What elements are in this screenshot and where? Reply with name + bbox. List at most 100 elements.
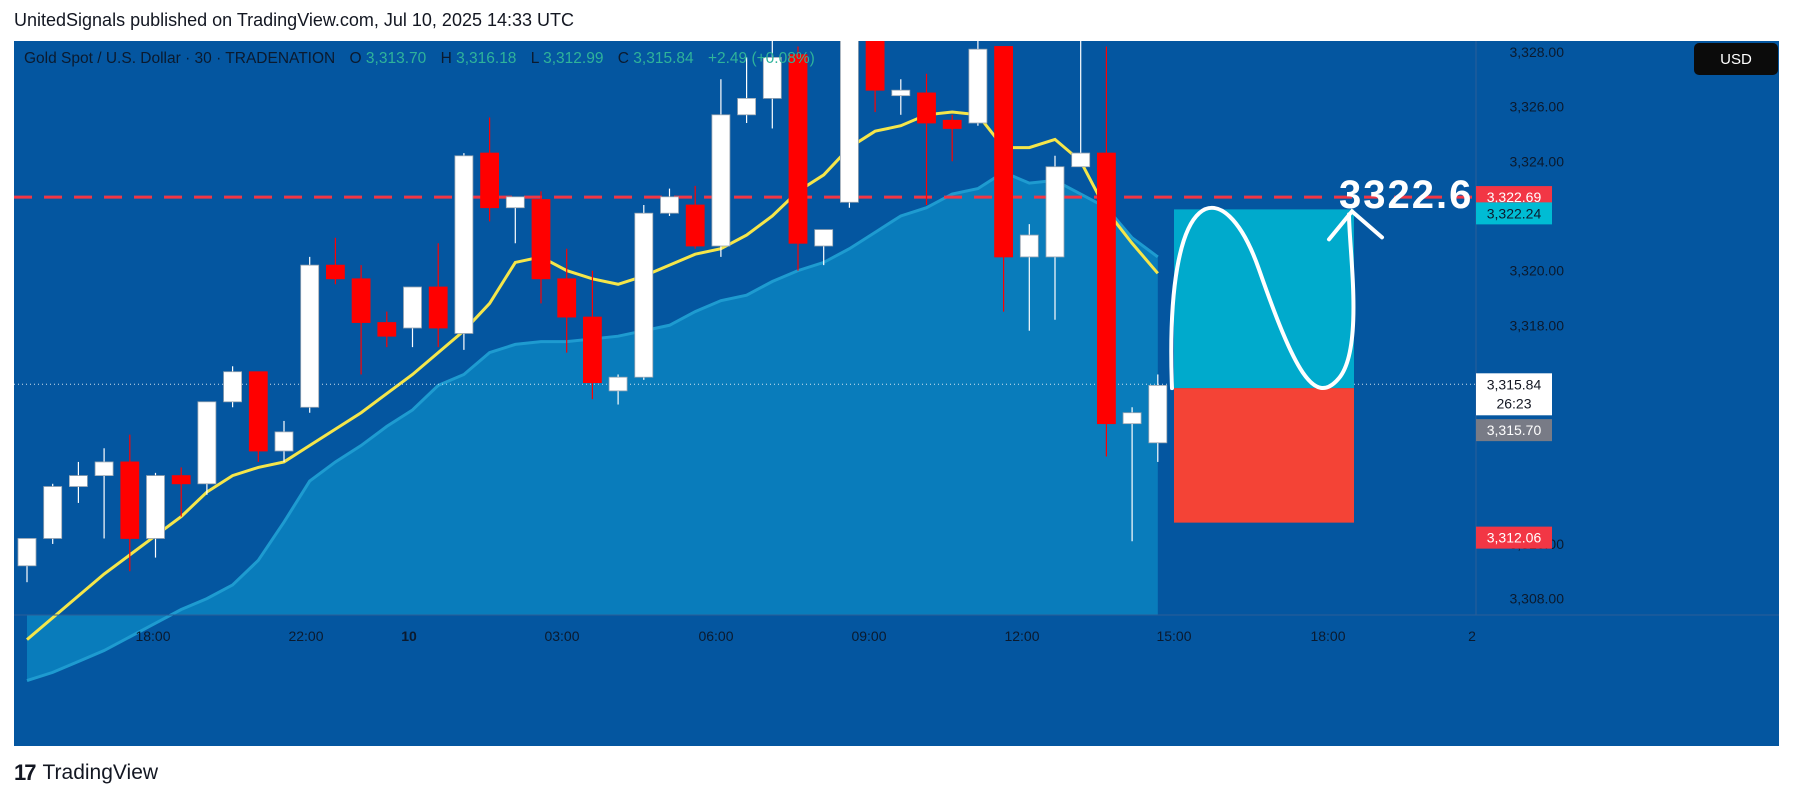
candle[interactable] — [762, 38, 782, 129]
candle[interactable] — [480, 117, 500, 222]
candle[interactable] — [531, 191, 551, 304]
candle[interactable] — [69, 461, 88, 503]
y-tick-label: 3,308.00 — [1510, 591, 1565, 607]
candle[interactable] — [865, 24, 885, 113]
candle-body — [634, 212, 654, 378]
legend-change: +2.49 (+0.08%) — [708, 50, 815, 67]
forecast-arrow-icon — [1327, 208, 1384, 242]
candle[interactable] — [94, 448, 114, 539]
candle-body — [788, 54, 808, 244]
y-tick-label: 3,320.00 — [1510, 263, 1565, 279]
x-tick-label: 03:00 — [544, 628, 579, 644]
candle[interactable] — [325, 237, 345, 285]
x-tick-label: 15:00 — [1156, 628, 1191, 644]
candle-body — [69, 475, 88, 487]
candle-body — [865, 32, 885, 91]
dashed-level-tag-text: 3,322.69 — [1487, 189, 1542, 205]
candle[interactable] — [300, 256, 320, 413]
candle[interactable] — [377, 311, 397, 348]
candle[interactable] — [1148, 374, 1168, 462]
candle-body — [351, 278, 371, 323]
currency-label: USD — [1720, 51, 1752, 68]
candle[interactable] — [197, 401, 217, 495]
target-tag-text: 3,322.24 — [1487, 205, 1542, 221]
candle[interactable] — [608, 374, 628, 405]
candle[interactable] — [917, 73, 936, 205]
cloud-area — [27, 172, 1158, 681]
candle[interactable] — [583, 270, 602, 400]
candle-body — [840, 32, 859, 203]
candle-body — [583, 316, 602, 384]
candle[interactable] — [840, 32, 859, 208]
candle[interactable] — [814, 229, 834, 266]
candle-body — [171, 475, 191, 485]
candle-body — [403, 286, 422, 329]
candle[interactable] — [248, 371, 268, 462]
price-chart[interactable]: 3322.6 3,308.003,310.003,318.003,320.003… — [14, 24, 1779, 746]
candle[interactable] — [1097, 46, 1116, 457]
candle-body — [505, 196, 525, 209]
candle[interactable] — [1071, 24, 1091, 168]
candle-body — [17, 538, 37, 567]
current-price-tag-bg — [1476, 373, 1552, 416]
candle[interactable] — [171, 467, 191, 517]
candle-body — [1045, 166, 1065, 258]
candle[interactable] — [403, 286, 422, 348]
x-tick-label: 06:00 — [698, 628, 733, 644]
candle-body — [814, 229, 834, 247]
legend-open-value: 3,313.70 — [366, 50, 427, 67]
legend-close-value: 3,315.84 — [633, 50, 694, 67]
candle[interactable] — [17, 538, 37, 583]
candle[interactable] — [274, 420, 294, 462]
candle[interactable] — [685, 185, 705, 249]
candle[interactable] — [557, 248, 577, 353]
candle-body — [480, 152, 500, 209]
candle-body — [917, 92, 936, 124]
candle-body — [685, 204, 705, 247]
candle-body — [274, 431, 294, 452]
legend-symbol: Gold Spot / U.S. Dollar · 30 · TRADENATI… — [24, 50, 335, 67]
candle[interactable] — [351, 265, 371, 375]
candle[interactable] — [1045, 155, 1065, 320]
candle[interactable] — [43, 483, 63, 544]
y-tick-label: 3,328.00 — [1510, 44, 1565, 60]
candle[interactable] — [428, 243, 448, 348]
currency-button[interactable]: USD — [1694, 43, 1778, 75]
candle[interactable] — [660, 188, 679, 216]
legend-high-label: H — [441, 50, 452, 67]
x-tick-label: 18:00 — [1310, 628, 1345, 644]
candle[interactable] — [711, 79, 731, 257]
legend-high-value: 3,316.18 — [456, 50, 516, 67]
x-tick-label: 12:00 — [1004, 628, 1039, 644]
candle[interactable] — [788, 46, 808, 271]
open-mark-tag-text: 3,315.70 — [1487, 422, 1542, 438]
target-zone[interactable] — [1174, 209, 1354, 389]
current-price-tag: 3,315.84 26:23 — [1476, 373, 1552, 416]
candle-body — [428, 286, 448, 329]
candle[interactable] — [146, 472, 165, 558]
candle-body — [1148, 384, 1168, 444]
candle[interactable] — [505, 196, 525, 244]
open-mark-tag: 3,315.70 — [1476, 419, 1552, 442]
candle[interactable] — [891, 79, 911, 115]
candle[interactable] — [942, 114, 962, 162]
candle-body — [660, 196, 679, 214]
candle[interactable] — [737, 57, 756, 123]
candle[interactable] — [994, 46, 1013, 312]
candle[interactable] — [968, 24, 988, 126]
candle[interactable] — [120, 434, 140, 572]
candle-body — [146, 475, 165, 539]
legend-low-label: L — [531, 50, 540, 67]
candle[interactable] — [454, 153, 474, 350]
candle-body — [942, 119, 962, 129]
candle[interactable] — [1019, 224, 1039, 331]
stop-zone[interactable] — [1174, 388, 1354, 523]
chart-frame[interactable]: 3322.6 3,308.003,310.003,318.003,320.003… — [14, 24, 1779, 746]
x-tick-label: 2 — [1468, 628, 1476, 644]
candle[interactable] — [223, 366, 243, 408]
candle[interactable] — [1122, 407, 1142, 542]
svg-text:Gold Spot / U.S. Dollar · 30 ·: Gold Spot / U.S. Dollar · 30 · TRADENATI… — [24, 50, 815, 67]
candle-body — [300, 264, 320, 408]
legend-low-value: 3,312.99 — [543, 50, 603, 67]
candle[interactable] — [634, 205, 654, 380]
